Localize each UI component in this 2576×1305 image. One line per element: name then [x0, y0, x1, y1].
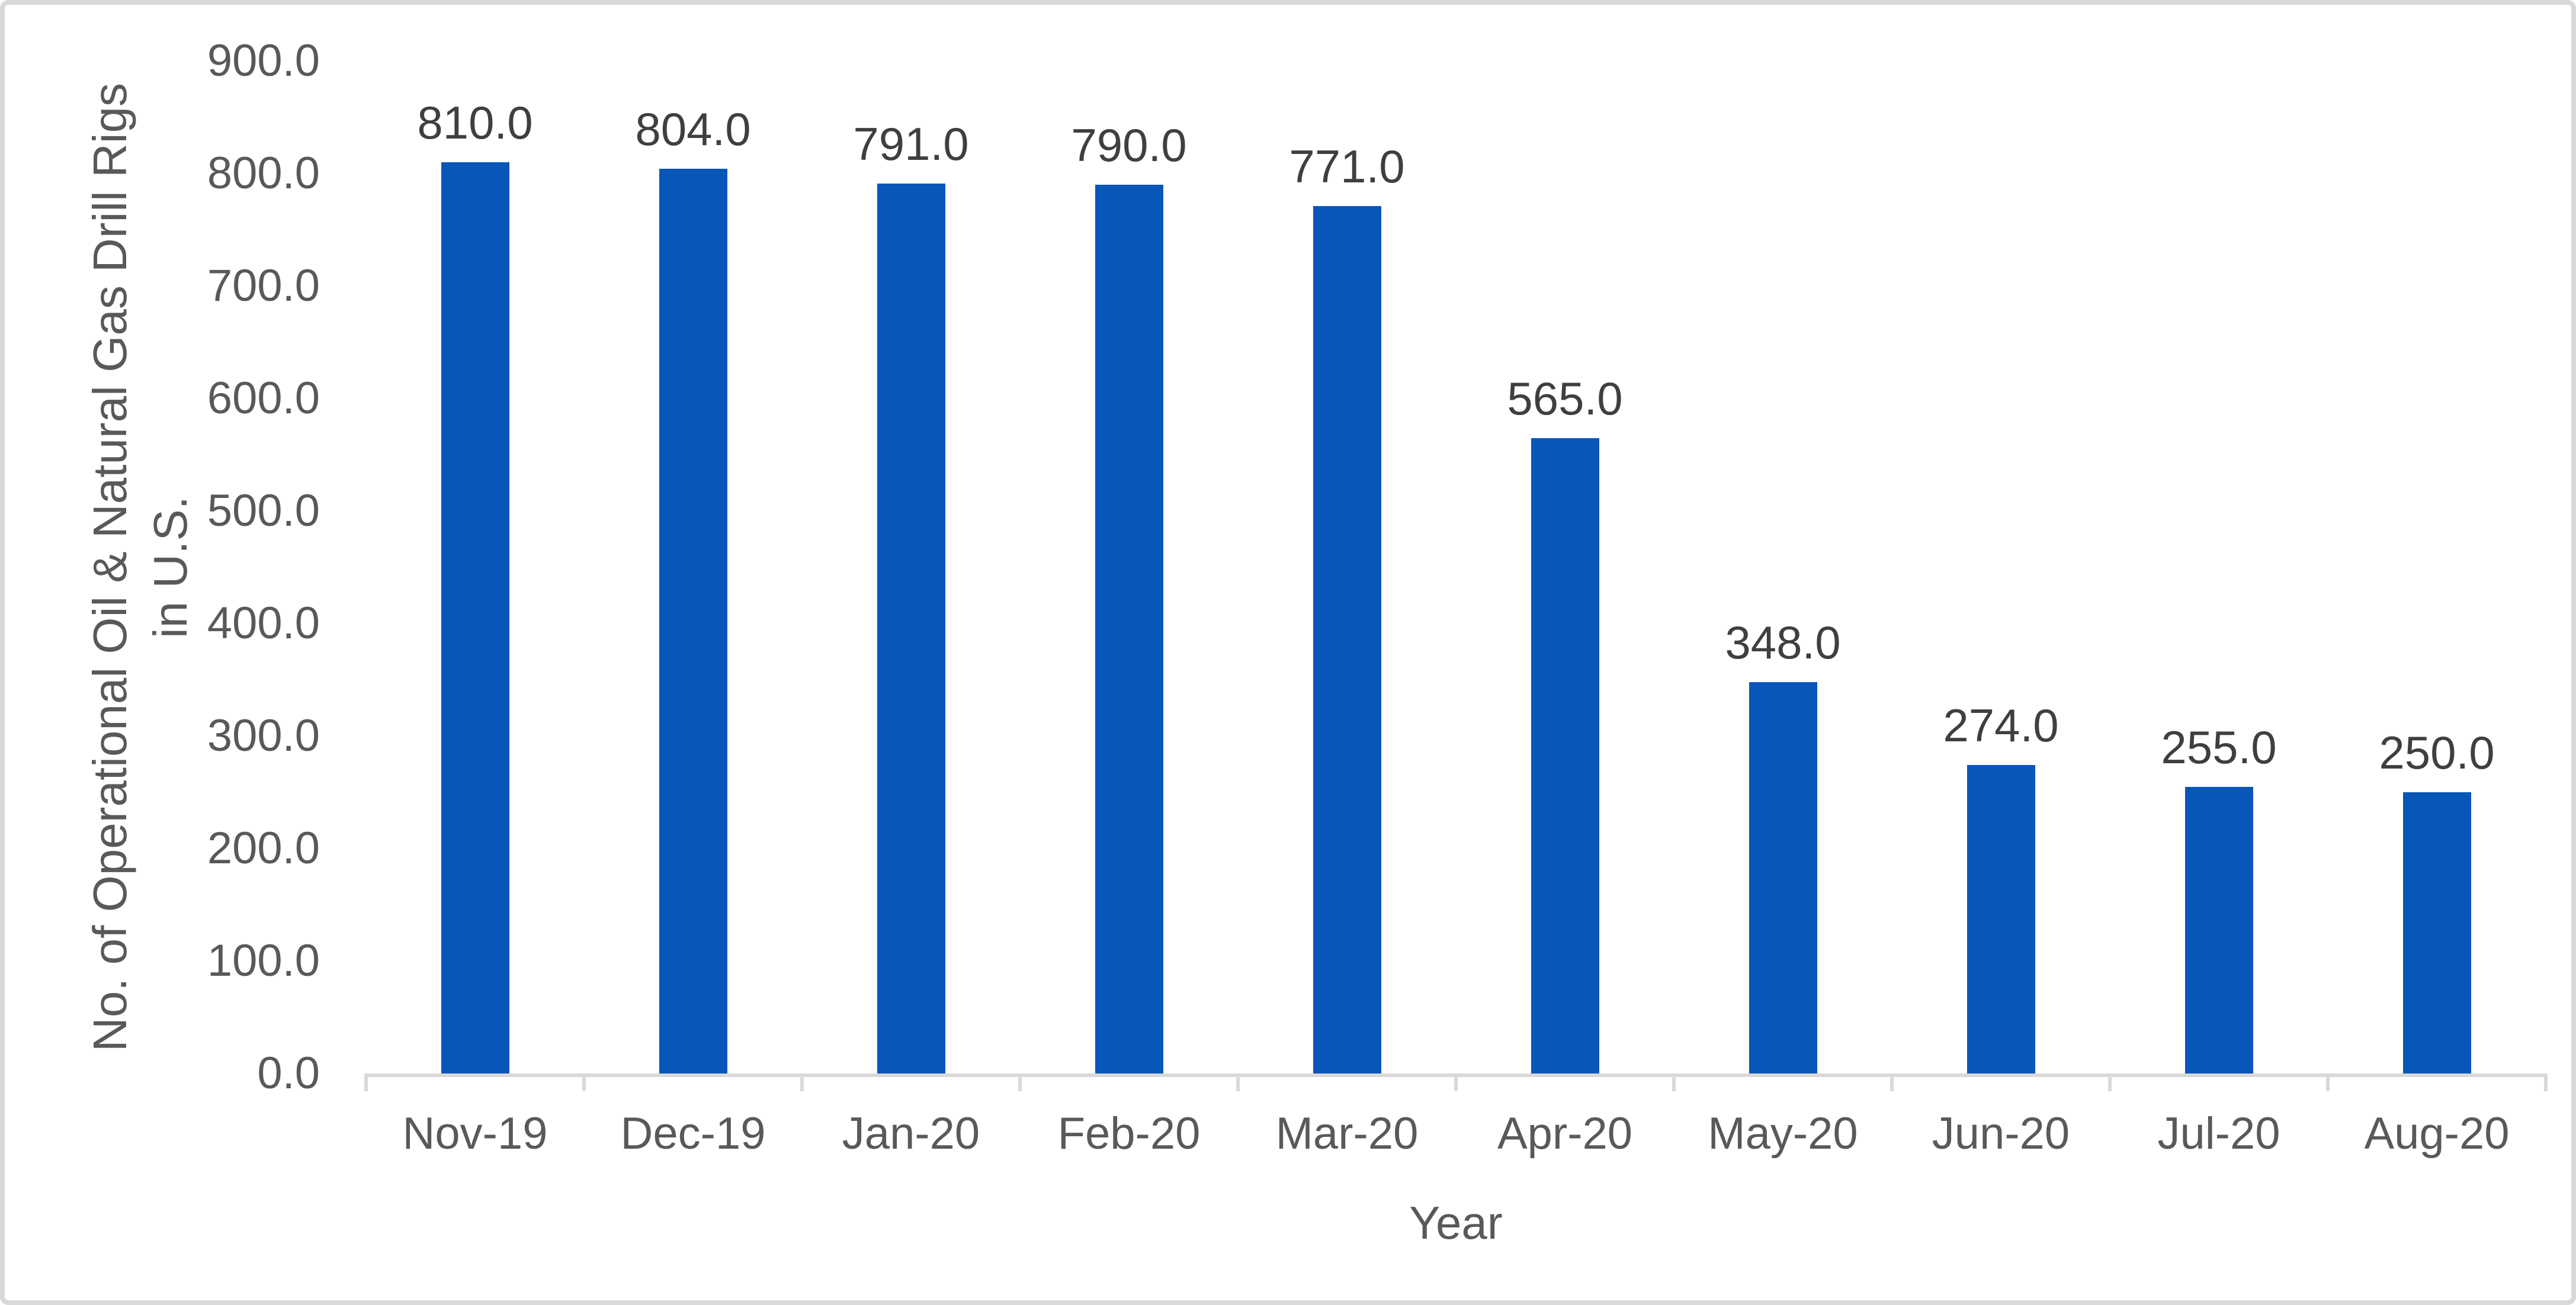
x-tick-label: Jun-20 — [1932, 1108, 2070, 1159]
x-tick-label: Jul-20 — [2157, 1108, 2280, 1159]
y-tick-label: 900.0 — [207, 36, 320, 86]
x-tick-label: May-20 — [1708, 1108, 1858, 1159]
bar — [2184, 786, 2253, 1073]
bar-value-label: 810.0 — [417, 97, 533, 149]
x-axis-tick — [2108, 1073, 2112, 1091]
bar — [2402, 792, 2471, 1073]
x-tick-label: Nov-19 — [402, 1108, 548, 1159]
bar — [1531, 438, 1599, 1073]
bar — [441, 162, 509, 1073]
bar — [659, 169, 727, 1073]
bar-value-label: 565.0 — [1507, 372, 1623, 425]
y-tick-label: 300.0 — [207, 711, 320, 761]
x-axis-tick — [1236, 1073, 1240, 1091]
y-tick-label: 800.0 — [207, 148, 320, 198]
y-tick-label: 500.0 — [207, 486, 320, 536]
y-tick-label: 400.0 — [207, 598, 320, 648]
x-tick-label: Jan-20 — [842, 1108, 980, 1159]
bar-value-label: 771.0 — [1289, 140, 1405, 193]
x-axis-tick — [800, 1073, 804, 1091]
x-tick-label: Apr-20 — [1497, 1108, 1633, 1159]
bar — [1313, 206, 1381, 1073]
bar — [1095, 185, 1163, 1073]
x-axis-tick — [1018, 1073, 1022, 1091]
bar-value-label: 804.0 — [635, 103, 751, 156]
bar-value-label: 348.0 — [1725, 616, 1841, 668]
bar-value-label: 250.0 — [2379, 727, 2495, 779]
bar — [1749, 682, 1817, 1073]
y-tick-label: 200.0 — [207, 823, 320, 873]
bar — [877, 184, 945, 1073]
bar — [1967, 765, 2035, 1073]
x-axis-tick — [2544, 1073, 2548, 1091]
x-axis-title: Year — [1409, 1197, 1503, 1249]
bar-value-label: 791.0 — [853, 118, 969, 171]
x-tick-label: Feb-20 — [1057, 1108, 1201, 1159]
x-axis-tick — [582, 1073, 586, 1091]
bar-value-label: 255.0 — [2161, 721, 2277, 773]
y-tick-label: 0.0 — [257, 1048, 320, 1098]
x-axis-tick — [1890, 1073, 1894, 1091]
x-tick-label: Mar-20 — [1275, 1108, 1419, 1159]
bar-value-label: 274.0 — [1943, 699, 2059, 752]
bar-value-label: 790.0 — [1071, 119, 1187, 171]
y-tick-label: 700.0 — [207, 261, 320, 311]
x-axis-tick — [1672, 1073, 1676, 1091]
y-tick-label: 600.0 — [207, 373, 320, 423]
x-tick-label: Dec-19 — [620, 1108, 766, 1159]
x-axis-tick — [1454, 1073, 1458, 1091]
y-tick-label: 100.0 — [207, 936, 320, 986]
x-axis-tick — [2326, 1073, 2330, 1091]
x-tick-label: Aug-20 — [2364, 1108, 2510, 1159]
x-axis-tick — [364, 1073, 368, 1091]
